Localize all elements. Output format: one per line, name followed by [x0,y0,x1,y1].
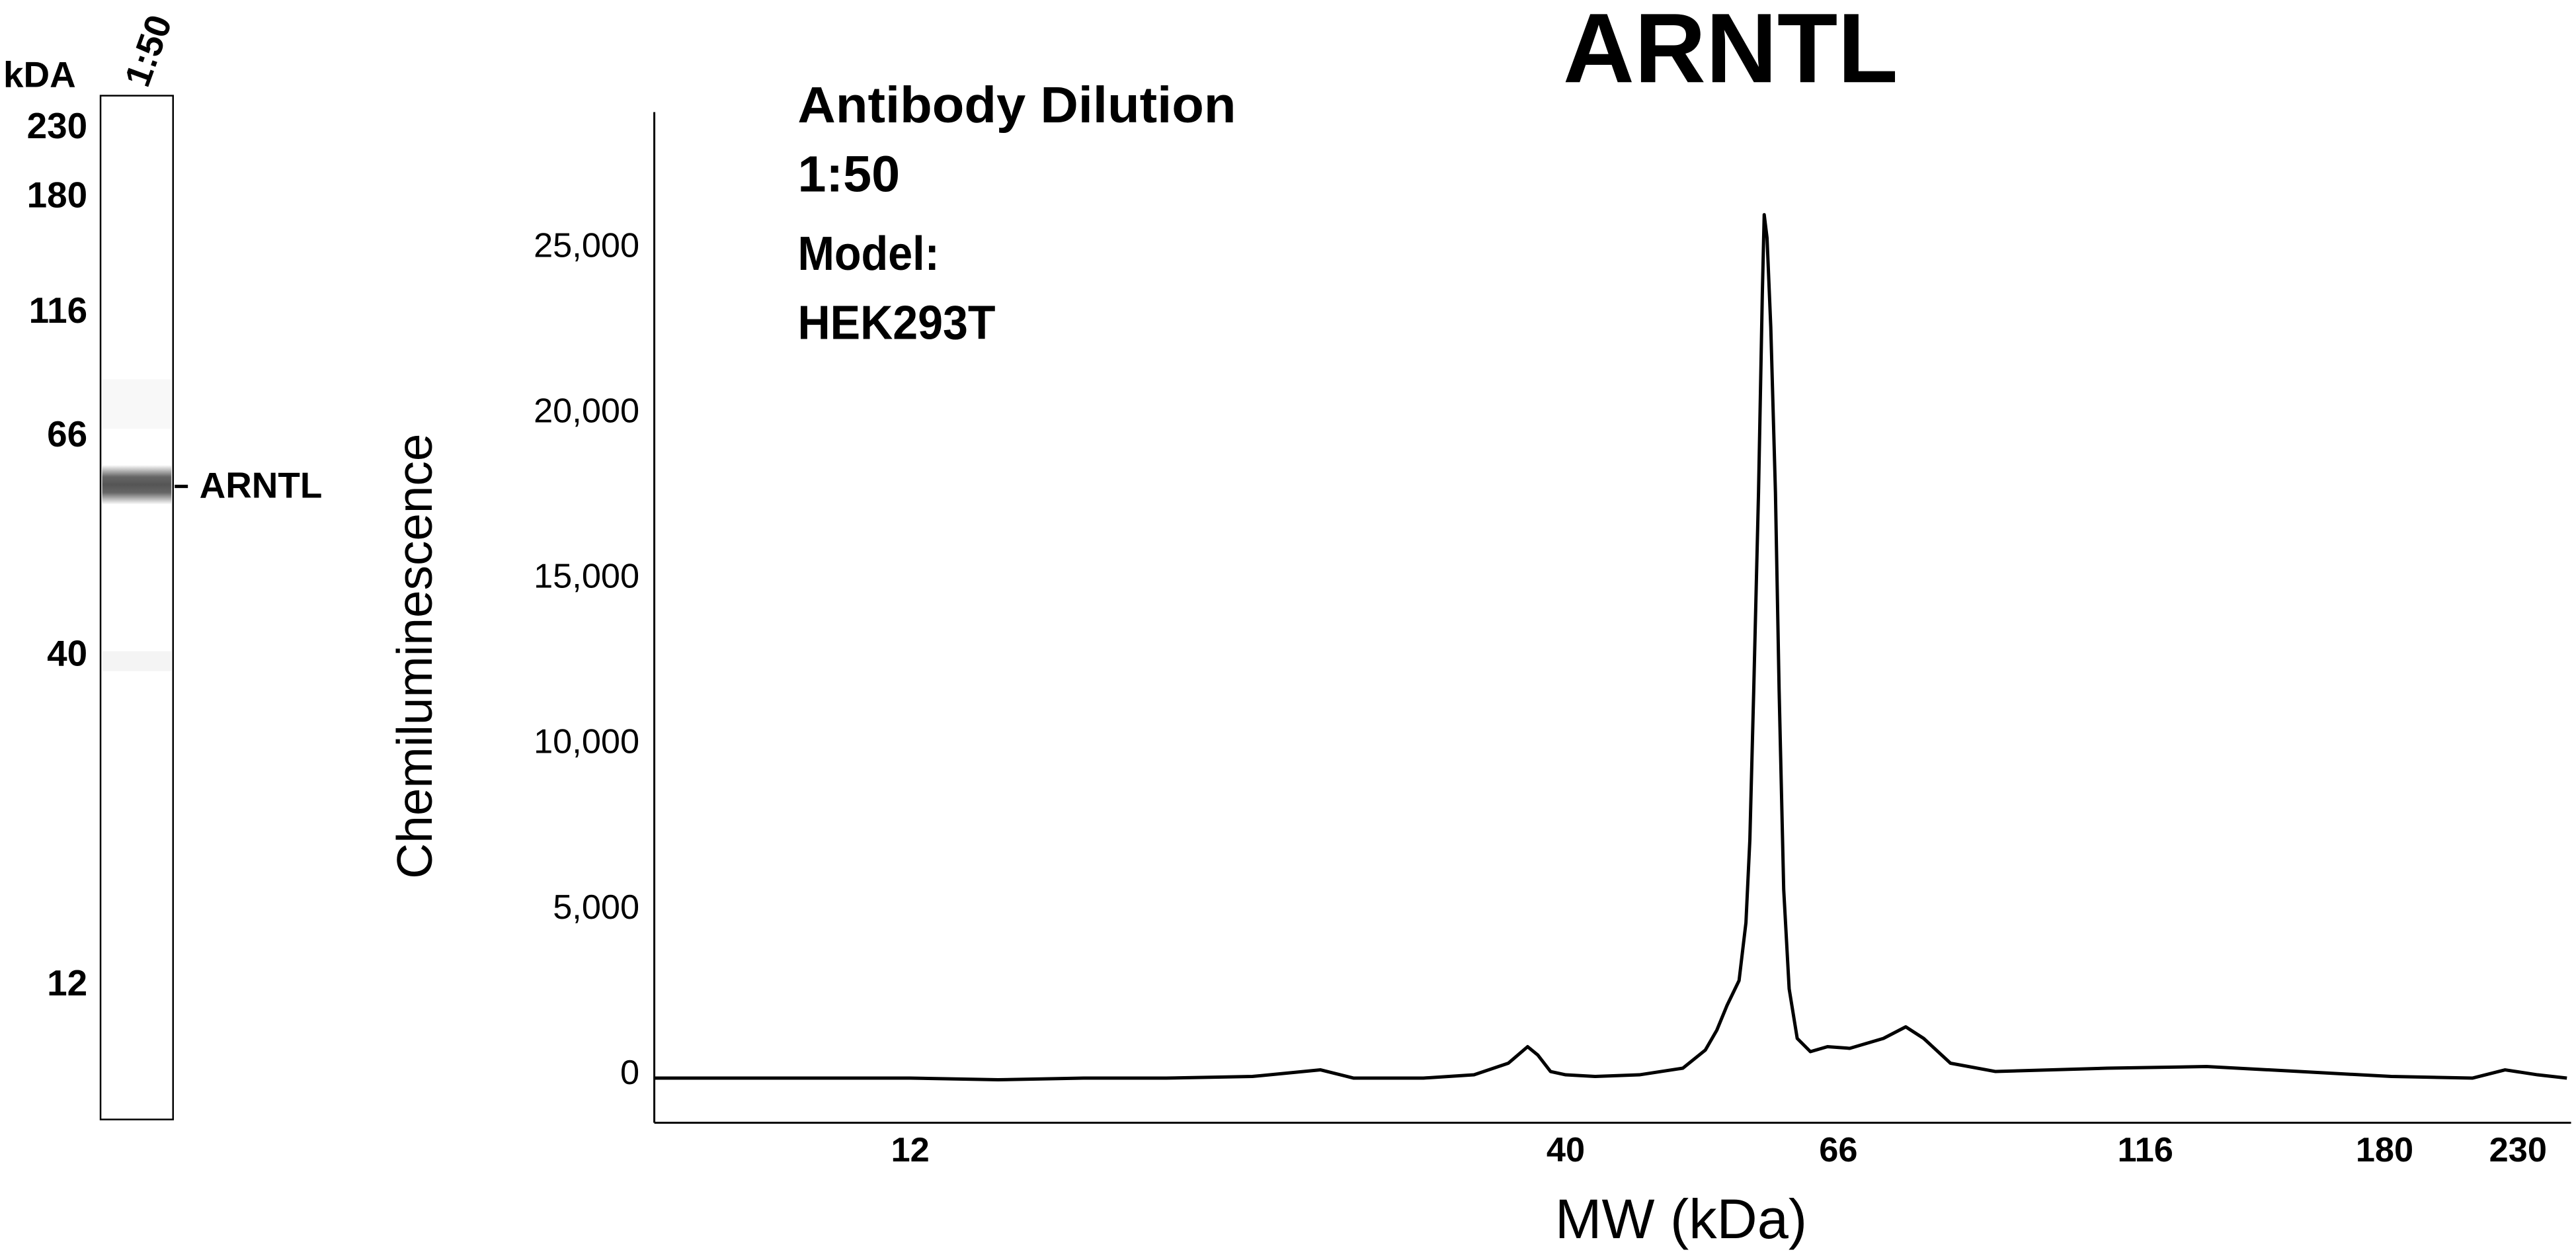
band-label: ARNTL [200,464,323,505]
lane-label: 1:50 [116,9,180,91]
chart-title: ARNTL [1563,0,1898,103]
x-tick-label: 12 [891,1131,929,1169]
blot-smear [102,651,172,671]
marker-label: 180 [27,175,87,216]
marker-label: 66 [47,413,87,454]
y-tick-label: 5,000 [553,888,639,927]
trace [654,213,2567,1082]
marker-label: 12 [47,962,87,1003]
marker-label: 116 [29,290,87,331]
x-axis-label: MW (kDa) [1555,1187,1807,1250]
x-tick-label: 66 [1819,1131,1857,1169]
annotation: 1:50 [797,146,900,203]
x-tick-label: 180 [2356,1131,2413,1169]
annotation: Model: [797,228,939,280]
blot-band [102,464,172,505]
x-tick-label: 116 [2117,1131,2173,1169]
x-tick-label: 40 [1547,1131,1585,1169]
blot-smear [102,379,172,429]
x-tick-label: 230 [2489,1131,2547,1169]
y-tick-label: 15,000 [534,558,639,596]
blot-unit-label: kDA [3,54,76,95]
marker-label: 230 [27,105,87,146]
y-tick-label: 20,000 [534,392,639,431]
annotation: HEK293T [797,297,995,350]
y-axis-label: Chemiluminescence [387,434,442,879]
marker-label: 40 [47,633,87,674]
y-tick-label: 10,000 [534,723,639,761]
blot-lane [99,95,174,1120]
y-tick-label: 25,000 [534,226,639,265]
annotation: Antibody Dilution [797,77,1236,134]
y-tick-label: 0 [620,1054,639,1092]
